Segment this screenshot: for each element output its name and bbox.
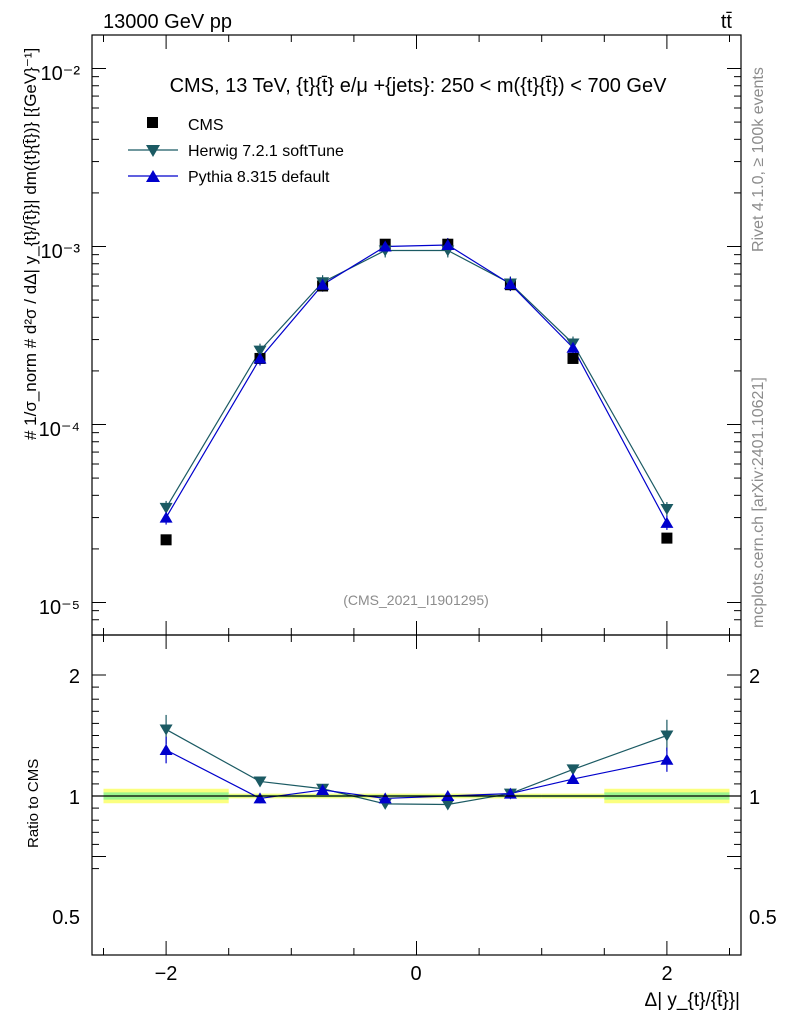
data-point-2-1 bbox=[253, 352, 267, 364]
ratio-tick-2: 2 bbox=[69, 666, 80, 688]
header-right: tt̄ bbox=[721, 11, 733, 33]
rivet-label: Rivet 4.1.0, ≥ 100k events bbox=[750, 67, 767, 252]
ratio-point-0-6 bbox=[566, 764, 580, 776]
series-line-2 bbox=[165, 244, 668, 524]
ratio-point-1-7 bbox=[660, 753, 674, 765]
legend-marker-herwig bbox=[146, 145, 160, 157]
ratio-point-1-0 bbox=[159, 744, 173, 756]
data-point-0-0 bbox=[160, 534, 172, 546]
data-point-1-7 bbox=[660, 504, 674, 516]
analysis-tag: (CMS_2021_I1901295) bbox=[343, 592, 489, 608]
ratio-tick-2-right: 2 bbox=[749, 666, 760, 688]
ratio-point-0-1 bbox=[253, 776, 267, 788]
ratio-tick-1-right: 1 bbox=[749, 787, 760, 809]
ratio-point-1-2 bbox=[316, 783, 330, 795]
y-tick-1e-2: 10⁻² bbox=[41, 63, 81, 85]
data-point-0-7 bbox=[661, 532, 673, 544]
data-point-1-0 bbox=[159, 502, 173, 514]
legend-label-cms: CMS bbox=[188, 117, 224, 134]
plot-title: CMS, 13 TeV, {t}{t̄} e/μ +{jets}: 250 < … bbox=[170, 75, 668, 97]
ratio-point-0-0 bbox=[159, 724, 173, 736]
y-tick-1e-4: 10⁻⁴ bbox=[39, 419, 80, 441]
ratio-point-0-4 bbox=[441, 799, 455, 811]
ratio-line-1 bbox=[165, 749, 668, 800]
ratio-line-0 bbox=[165, 728, 668, 806]
ratio-tick-1: 1 bbox=[69, 787, 80, 809]
y-tick-1e-3: 10⁻³ bbox=[41, 241, 81, 263]
legend-marker-pythia bbox=[146, 170, 160, 182]
main-data-marks bbox=[159, 237, 674, 546]
y-tick-1e-5: 10⁻⁵ bbox=[39, 597, 80, 619]
y-axis-label: # 1/σ_norm # d²σ / dΔ| y_{t}/{t̄}}| dm({… bbox=[21, 48, 40, 440]
legend-label-herwig: Herwig 7.2.1 softTune bbox=[188, 143, 344, 160]
ratio-point-1-3 bbox=[378, 792, 392, 804]
data-point-2-3 bbox=[378, 240, 392, 252]
header-left: 13000 GeV pp bbox=[103, 11, 232, 33]
data-point-1-1 bbox=[253, 345, 267, 357]
data-point-2-4 bbox=[441, 238, 455, 250]
x-tick-minus2: −2 bbox=[155, 963, 178, 985]
data-point-2-6 bbox=[566, 341, 580, 353]
data-point-2-2 bbox=[316, 278, 330, 290]
data-point-2-0 bbox=[159, 511, 173, 523]
ratio-axis-label: Ratio to CMS bbox=[25, 759, 42, 848]
data-point-2-7 bbox=[660, 516, 674, 528]
ratio-point-1-1 bbox=[253, 792, 267, 804]
ratio-tick-0-5: 0.5 bbox=[52, 907, 80, 929]
ratio-point-1-6 bbox=[566, 773, 580, 785]
mcplots-label: mcplots.cern.ch [arXiv:2401.10621] bbox=[750, 377, 767, 628]
series-line-1 bbox=[165, 249, 668, 510]
legend: CMS Herwig 7.2.1 softTune Pythia 8.315 d… bbox=[128, 117, 344, 186]
x-tick-2: 2 bbox=[661, 963, 672, 985]
x-tick-0: 0 bbox=[410, 963, 421, 985]
data-point-2-5 bbox=[503, 278, 517, 290]
ratio-point-0-7 bbox=[660, 730, 674, 742]
data-point-0-6 bbox=[567, 352, 579, 364]
axis-ticks bbox=[92, 35, 741, 955]
legend-label-pythia: Pythia 8.315 default bbox=[188, 169, 330, 186]
legend-marker-cms bbox=[147, 117, 158, 128]
x-axis-label: Δ| y_{t}/{t̄}}| bbox=[645, 990, 740, 1011]
ratio-tick-0-5-right: 0.5 bbox=[749, 907, 777, 929]
